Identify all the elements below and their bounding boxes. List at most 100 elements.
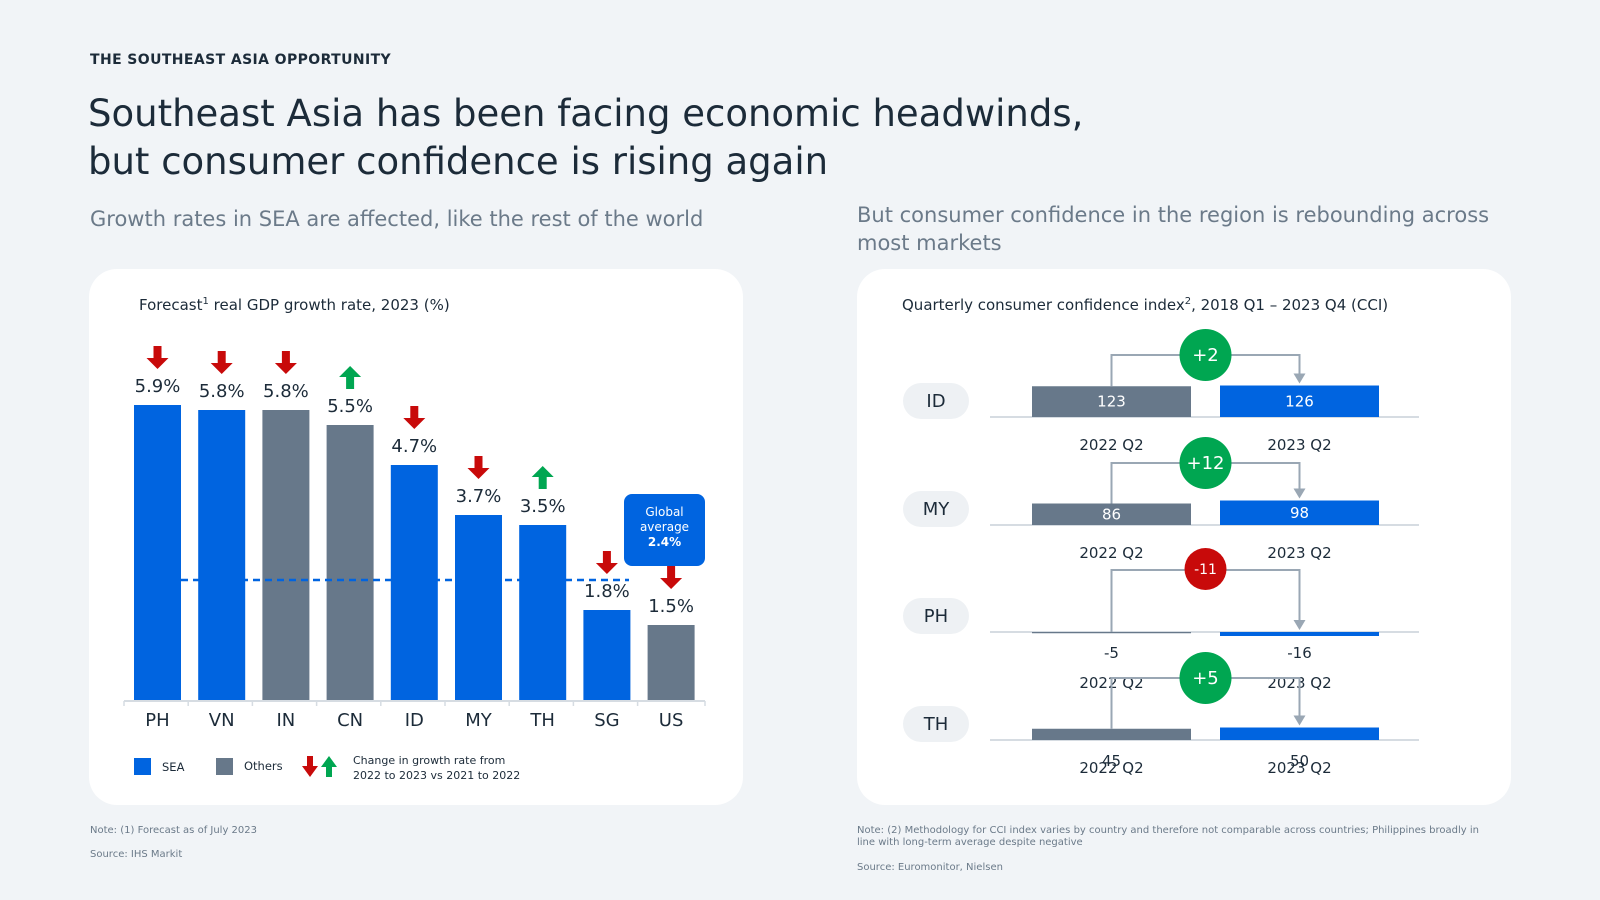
down-arrow-icon [274, 351, 297, 374]
gdp-chart-title-sup: 1 [202, 296, 209, 307]
x-tick-label-id: ID [405, 710, 424, 731]
period-label-before: 2022 Q2 [1079, 436, 1143, 454]
cci-bar-after-ph-value: -16 [1287, 644, 1312, 662]
bar-us [647, 625, 695, 700]
cci-bar-before-id [1032, 386, 1191, 417]
country-tag-ph: PH [903, 598, 969, 634]
legend-change-line-1: Change in growth rate from [353, 754, 505, 767]
bar-sg [583, 610, 631, 700]
x-tick-label-sg: SG [594, 710, 619, 731]
country-tag-my: MY [903, 491, 969, 527]
data-label-th: 3.5% [520, 496, 566, 517]
cci-bar-after-ph [1220, 632, 1379, 636]
country-label: PH [924, 606, 948, 627]
bar-th [519, 525, 567, 700]
delta-badge-ph: -11 [1184, 548, 1227, 590]
period-label-before: 2022 Q2 [1079, 759, 1143, 777]
down-arrow-icon [146, 346, 169, 369]
cci-bar-after-id-value: 126 [1285, 392, 1314, 410]
global-average-label-2: average [639, 520, 690, 534]
cci-bar-before-th [1032, 728, 1191, 740]
x-tick-label-us: US [659, 710, 684, 731]
country-label: ID [926, 391, 945, 412]
headline-line-2: but consumer confidence is rising again [88, 140, 829, 183]
cci-chart-title-prefix: Quarterly consumer confidence index [902, 296, 1185, 314]
delta-value: +5 [1192, 668, 1219, 689]
legend-others-swatch [216, 758, 233, 775]
bar-id [390, 465, 438, 700]
up-arrow-icon [531, 466, 554, 489]
delta-value: -11 [1194, 562, 1217, 578]
gdp-chart-title-prefix: Forecast [139, 296, 203, 314]
legend-up-arrow-icon [321, 756, 337, 777]
country-tag-th: TH [903, 706, 969, 742]
cci-bar-after-my [1220, 500, 1379, 525]
right-note: Note: (2) Methodology for CCI index vari… [857, 825, 1479, 848]
down-arrow-icon [467, 456, 490, 479]
down-arrow-icon [210, 351, 233, 374]
left-source: Source: IHS Markit [90, 849, 183, 860]
bar-vn [198, 410, 246, 700]
data-label-sg: 1.8% [584, 581, 630, 602]
data-label-ph: 5.9% [135, 376, 181, 397]
x-tick-label-th: TH [529, 710, 555, 731]
headline-line-1: Southeast Asia has been facing economic … [88, 92, 1084, 135]
cci-bar-after-id [1220, 385, 1379, 417]
cci-bar-before-ph [1032, 632, 1191, 634]
period-label-after: 2023 Q2 [1267, 759, 1331, 777]
gdp-chart-card: Forecast1 real GDP growth rate, 2023 (%)… [89, 269, 743, 805]
connector-arrowhead-icon [1293, 488, 1306, 499]
data-label-id: 4.7% [391, 436, 437, 457]
connector-arrowhead-icon [1293, 715, 1306, 726]
period-label-after: 2023 Q2 [1267, 436, 1331, 454]
country-label: TH [923, 714, 949, 735]
global-average-box: Global average 2.4% [624, 494, 705, 566]
delta-badge-my: +12 [1179, 437, 1232, 489]
legend-down-arrow-icon [302, 756, 318, 777]
page-title: Southeast Asia has been facing economic … [88, 90, 1238, 186]
data-label-my: 3.7% [456, 486, 502, 507]
bar-my [455, 515, 502, 700]
gdp-chart-title: Forecast1 real GDP growth rate, 2023 (%) [139, 296, 450, 314]
country-label: MY [923, 499, 951, 520]
x-tick-label-cn: CN [337, 710, 363, 731]
data-label-cn: 5.5% [327, 396, 373, 417]
legend-sea-swatch [134, 758, 151, 775]
gdp-bar-chart: SEA Others Change in growth rate from 20… [123, 346, 706, 782]
delta-badge-id: +2 [1179, 329, 1232, 381]
right-source: Source: Euromonitor, Nielsen [857, 862, 1003, 873]
x-tick-label-in: IN [277, 710, 296, 731]
cci-bar-before-th-value: 45 [1102, 752, 1121, 770]
delta-value: +12 [1187, 453, 1225, 474]
x-tick-label-vn: VN [209, 710, 235, 731]
data-label-us: 1.5% [648, 596, 694, 617]
right-subtitle: But consumer confidence in the region is… [857, 203, 1490, 255]
data-label-vn: 5.8% [199, 381, 245, 402]
delta-badge-th: +5 [1179, 652, 1232, 704]
cci-bar-after-th-value: 50 [1290, 752, 1309, 770]
cci-bar-before-ph-value: -5 [1104, 644, 1119, 662]
down-arrow-icon [595, 551, 618, 574]
up-arrow-icon [339, 366, 362, 389]
left-subtitle: Growth rates in SEA are affected, like t… [90, 207, 704, 231]
x-tick-label-my: MY [465, 710, 493, 731]
connector-arrowhead-icon [1293, 373, 1306, 384]
bar-ph [134, 405, 181, 700]
gdp-chart-title-text: real GDP growth rate, 2023 (%) [213, 296, 450, 314]
delta-value: +2 [1192, 345, 1219, 366]
global-average-label-1: Global [645, 505, 684, 519]
cci-bar-before-my-value: 86 [1102, 505, 1121, 523]
cci-chart-title-suffix: , 2018 Q1 – 2023 Q4 (CCI) [1191, 296, 1389, 314]
legend-change-line-2: 2022 to 2023 vs 2021 to 2022 [353, 769, 520, 782]
down-arrow-icon [660, 566, 683, 589]
data-label-in: 5.8% [263, 381, 309, 402]
cci-chart: ID 123 126 2022 Q2 2023 Q2 +2 MY 86 98 2022 Q2 202… [903, 329, 1419, 777]
cci-chart-card: Quarterly consumer confidence index2, 20… [857, 269, 1511, 805]
eyebrow: THE SOUTHEAST ASIA OPPORTUNITY [90, 52, 392, 68]
legend-sea-label: SEA [162, 760, 185, 774]
connector-arrowhead-icon [1293, 620, 1306, 630]
legend-others-label: Others [244, 759, 283, 773]
period-label-after: 2023 Q2 [1267, 544, 1331, 562]
cci-bar-after-my-value: 98 [1290, 504, 1309, 522]
left-note: Note: (1) Forecast as of July 2023 [90, 825, 258, 836]
